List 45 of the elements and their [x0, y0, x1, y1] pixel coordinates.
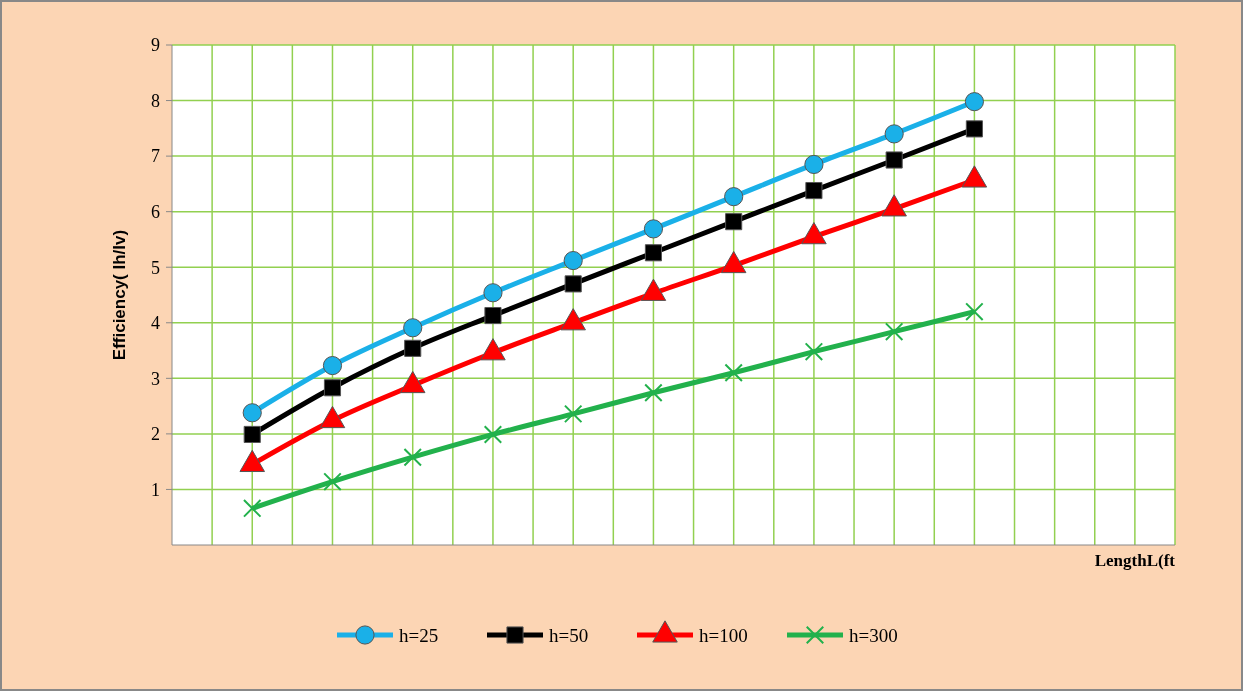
- point: [884, 322, 904, 341]
- x-axis-title: LengthL(ft: [1094, 551, 1176, 570]
- point: [243, 425, 261, 444]
- y-tick-label: 7: [151, 146, 160, 167]
- point: [403, 447, 422, 467]
- legend-label: h=50: [549, 624, 589, 646]
- y-tick-label: 8: [151, 90, 160, 111]
- y-tick-label: 9: [151, 35, 160, 56]
- y-tick-label: 1: [151, 479, 160, 500]
- point: [965, 120, 983, 138]
- point: [725, 213, 743, 231]
- point: [564, 275, 582, 293]
- y-tick-label: 3: [151, 368, 160, 389]
- point: [563, 404, 583, 424]
- point: [483, 283, 503, 303]
- point: [404, 339, 422, 357]
- point: [885, 151, 903, 169]
- y-axis-title: Efficiency( Ih/Iv): [110, 229, 129, 361]
- point: [804, 154, 824, 175]
- point: [563, 250, 583, 271]
- point: [805, 181, 823, 200]
- point: [242, 403, 262, 423]
- point: [804, 342, 824, 361]
- point: [323, 379, 342, 397]
- legend-label: h=300: [849, 624, 898, 646]
- point: [323, 472, 342, 491]
- y-tick-label: 4: [151, 313, 160, 334]
- point: [403, 318, 423, 338]
- point: [724, 363, 743, 383]
- point: [483, 425, 503, 444]
- y-tick-label: 2: [151, 424, 160, 445]
- point: [644, 244, 662, 262]
- legend-label: h=25: [399, 624, 439, 646]
- point: [643, 219, 664, 239]
- point: [322, 355, 343, 376]
- legend-label: h=100: [699, 624, 748, 646]
- point: [484, 306, 502, 325]
- point: [965, 302, 984, 321]
- point: [242, 499, 262, 518]
- point: [724, 187, 744, 207]
- point: [964, 92, 984, 112]
- point: [644, 383, 663, 403]
- point: [884, 124, 904, 144]
- y-tick-label: 5: [151, 257, 160, 278]
- y-tick-label: 6: [151, 201, 160, 222]
